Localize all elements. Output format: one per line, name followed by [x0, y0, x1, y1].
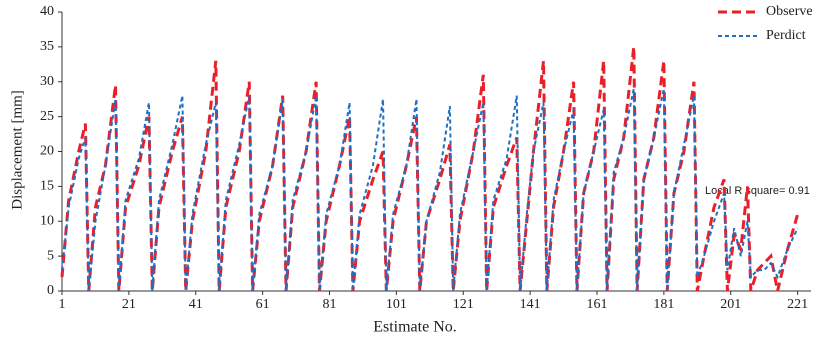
y-tick-label: 10	[40, 213, 54, 228]
x-tick-label: 221	[787, 297, 808, 312]
y-tick-label: 35	[40, 39, 54, 54]
legend-label: Perdict	[766, 28, 806, 43]
x-tick-label: 61	[256, 297, 270, 312]
x-axis-label: Estimate No.	[373, 319, 457, 336]
y-tick-label: 5	[47, 248, 54, 263]
y-axis-label: Displacement [mm]	[9, 90, 25, 210]
y-tick-label: 25	[40, 109, 54, 124]
y-tick-label: 15	[40, 179, 54, 194]
annotation: Local R square= 0.91	[705, 185, 810, 197]
x-tick-label: 21	[122, 297, 136, 312]
x-tick-label: 141	[520, 297, 541, 312]
y-tick-label: 0	[47, 283, 54, 298]
series-line	[61, 88, 799, 292]
x-tick-label: 101	[386, 297, 407, 312]
y-tick-label: 20	[40, 144, 54, 159]
x-tick-label: 41	[189, 297, 203, 312]
x-tick-label: 201	[720, 297, 741, 312]
x-tick-label: 1	[59, 297, 66, 312]
x-tick-label: 181	[653, 297, 674, 312]
x-tick-label: 81	[323, 297, 337, 312]
legend-label: Observe	[766, 4, 813, 19]
x-tick-label: 121	[453, 297, 474, 312]
y-tick-label: 30	[40, 74, 54, 89]
series-line	[60, 46, 800, 292]
x-tick-label: 161	[587, 297, 608, 312]
y-tick-label: 40	[40, 4, 54, 19]
